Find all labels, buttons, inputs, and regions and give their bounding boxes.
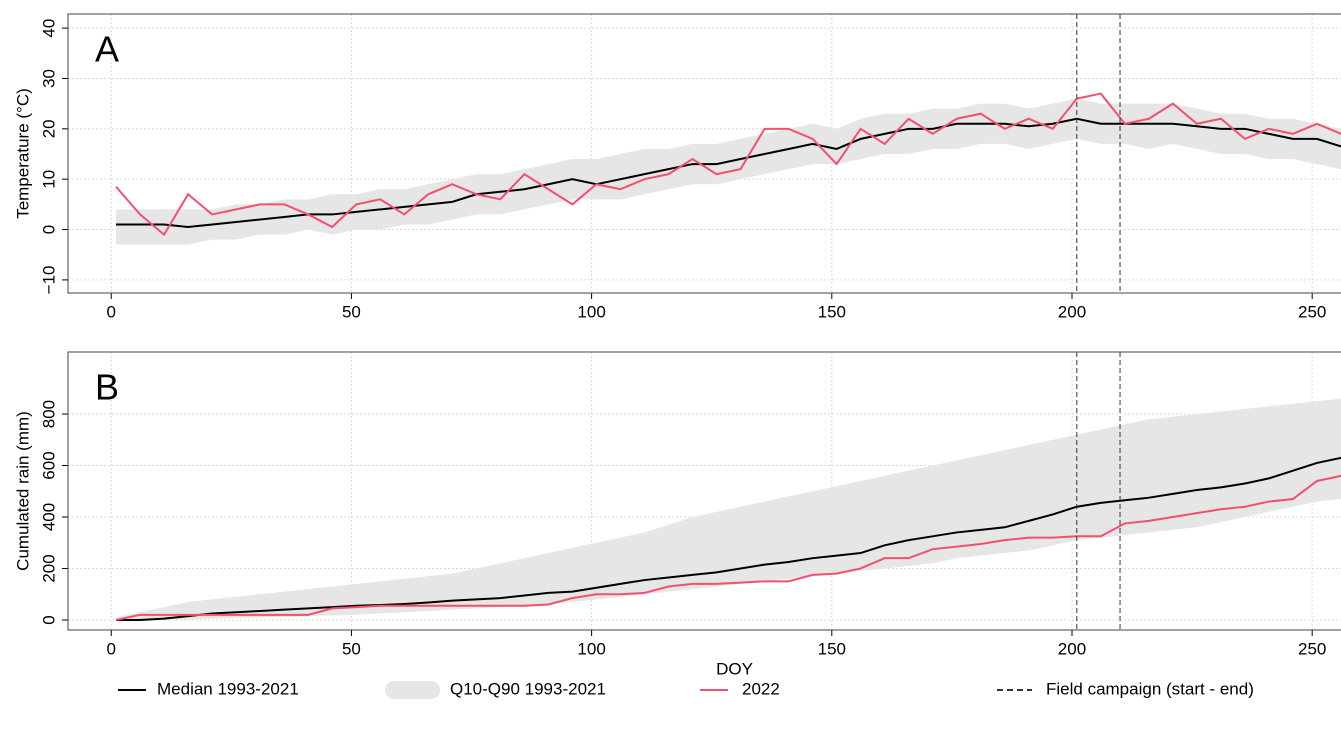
x-tick-label: 150 [818, 639, 846, 658]
plot-area [115, 398, 1341, 621]
plot-area [115, 92, 1341, 245]
x-tick-label: 0 [106, 639, 115, 658]
legend-swatch [385, 681, 440, 699]
x-axis-label: DOY [716, 659, 753, 678]
legend-label: Median 1993-2021 [157, 679, 299, 698]
x-tick-label: 50 [342, 302, 361, 321]
line [116, 456, 1341, 621]
y-axis-label: Cumulated rain (mm) [13, 411, 32, 571]
x-tick-label: 250 [1298, 302, 1326, 321]
frame [67, 13, 1341, 294]
line [116, 117, 1341, 229]
y-tick-label: 20 [39, 119, 58, 138]
frame [67, 351, 1341, 631]
y-tick-label: 600 [39, 451, 58, 479]
y-tick-label: 400 [39, 503, 58, 531]
y-axis-label: Temperature (°C) [13, 88, 32, 219]
legend-label: Field campaign (start - end) [1046, 679, 1254, 698]
legend-label: Q10-Q90 1993-2021 [450, 679, 606, 698]
y-tick-label: 200 [39, 554, 58, 582]
band [116, 398, 1341, 620]
x-tick-label: 200 [1058, 639, 1086, 658]
y-tick-label: 0 [39, 615, 58, 624]
x-tick-label: 100 [577, 302, 605, 321]
x-tick-label: 200 [1058, 302, 1086, 321]
y-tick-label: 800 [39, 400, 58, 428]
y-tick-label: −10 [39, 265, 58, 294]
x-tick-label: 0 [106, 302, 115, 321]
x-tick-label: 250 [1298, 639, 1326, 658]
x-tick-label: 50 [342, 639, 361, 658]
legend-label: 2022 [742, 679, 780, 698]
y-tick-label: 0 [39, 225, 58, 234]
y-tick-label: 10 [39, 170, 58, 189]
y-tick-label: 40 [39, 19, 58, 38]
line [115, 92, 1341, 237]
y-tick-label: 30 [39, 69, 58, 88]
x-tick-label: 150 [818, 302, 846, 321]
panel-label: A [95, 29, 119, 70]
x-tick-label: 100 [577, 639, 605, 658]
panel-label: B [95, 367, 119, 408]
line [115, 474, 1341, 621]
